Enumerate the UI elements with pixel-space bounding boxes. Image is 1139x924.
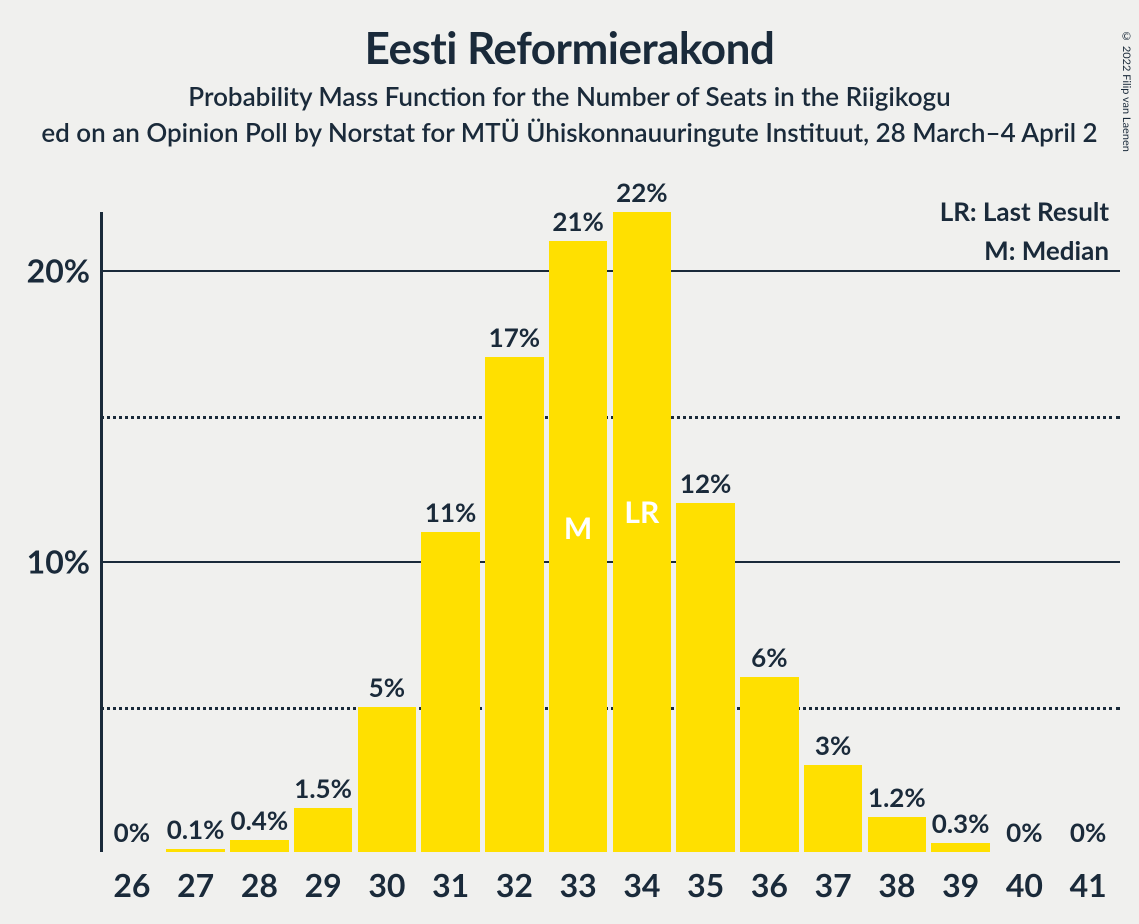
bar-39: 0.3%: [931, 843, 990, 852]
bar-30: 5%: [358, 707, 417, 852]
bar-label-34: 22%: [616, 176, 667, 208]
bar-label-31: 11%: [425, 496, 476, 528]
x-label-37: 37: [801, 865, 865, 904]
chart-subsubtitle: ed on an Opinion Poll by Norstat for MTÜ…: [0, 116, 1139, 148]
x-label-34: 34: [610, 865, 674, 904]
bar-label-26: 0%: [114, 816, 150, 848]
bar-slot-37: 3%: [801, 212, 865, 852]
x-label-41: 41: [1056, 865, 1120, 904]
bar-slot-39: 0.3%: [929, 212, 993, 852]
bar-label-28: 0.4%: [231, 804, 289, 836]
x-label-30: 30: [355, 865, 419, 904]
bar-36: 6%: [740, 677, 799, 852]
bar-marker-lr: LR: [624, 494, 659, 530]
bar-37: 3%: [804, 765, 863, 852]
copyright-text: © 2022 Filip van Laenen: [1120, 30, 1133, 152]
bar-slot-41: 0%: [1056, 212, 1120, 852]
bar-34: 22%LR: [613, 212, 672, 852]
bar-slot-32: 17%: [483, 212, 547, 852]
bar-27: 0.1%: [166, 849, 225, 852]
bar-label-40: 0%: [1006, 816, 1042, 848]
chart-subtitle: Probability Mass Function for the Number…: [0, 80, 1139, 112]
x-label-27: 27: [164, 865, 228, 904]
bar-label-33: 21%: [552, 205, 603, 237]
bar-slot-28: 0.4%: [228, 212, 292, 852]
x-label-33: 33: [546, 865, 610, 904]
bars-container: 0%0.1%0.4%1.5%5%11%17%21%M22%LR12%6%3%1.…: [100, 212, 1120, 852]
bar-label-38: 1.2%: [868, 781, 926, 813]
bar-33: 21%M: [549, 241, 608, 852]
x-label-26: 26: [100, 865, 164, 904]
bar-label-27: 0.1%: [167, 813, 225, 845]
bar-slot-33: 21%M: [546, 212, 610, 852]
bar-label-39: 0.3%: [932, 807, 990, 839]
bar-slot-38: 1.2%: [865, 212, 929, 852]
x-label-36: 36: [738, 865, 802, 904]
bar-32: 17%: [485, 357, 544, 852]
bar-31: 11%: [421, 532, 480, 852]
bar-slot-30: 5%: [355, 212, 419, 852]
bar-label-36: 6%: [751, 641, 787, 673]
bar-slot-40: 0%: [993, 212, 1057, 852]
bar-slot-36: 6%: [738, 212, 802, 852]
bar-label-37: 3%: [815, 729, 851, 761]
bar-slot-29: 1.5%: [291, 212, 355, 852]
bar-marker-m: M: [564, 510, 592, 546]
x-labels-container: 26272829303132333435363738394041: [100, 865, 1120, 904]
bar-slot-26: 0%: [100, 212, 164, 852]
bar-label-32: 17%: [489, 321, 540, 353]
bar-slot-27: 0.1%: [164, 212, 228, 852]
x-label-31: 31: [419, 865, 483, 904]
x-label-39: 39: [929, 865, 993, 904]
bar-38: 1.2%: [868, 817, 927, 852]
bar-28: 0.4%: [230, 840, 289, 852]
pmf-bar-chart: LR: Last Result M: Median 20%10% 0%0.1%0…: [0, 192, 1139, 924]
x-label-28: 28: [228, 865, 292, 904]
chart-title: Eesti Reformierakond: [0, 22, 1139, 74]
x-label-32: 32: [483, 865, 547, 904]
x-label-40: 40: [993, 865, 1057, 904]
bar-slot-34: 22%LR: [610, 212, 674, 852]
bar-slot-35: 12%: [674, 212, 738, 852]
bar-label-30: 5%: [369, 671, 405, 703]
x-label-35: 35: [674, 865, 738, 904]
bar-35: 12%: [676, 503, 735, 852]
y-tick-10: 10%: [0, 542, 90, 581]
bar-slot-31: 11%: [419, 212, 483, 852]
bar-label-41: 0%: [1070, 816, 1106, 848]
bar-label-35: 12%: [680, 467, 731, 499]
x-label-38: 38: [865, 865, 929, 904]
bar-29: 1.5%: [294, 808, 353, 852]
y-tick-20: 20%: [0, 251, 90, 290]
x-label-29: 29: [291, 865, 355, 904]
bar-label-29: 1.5%: [294, 772, 352, 804]
